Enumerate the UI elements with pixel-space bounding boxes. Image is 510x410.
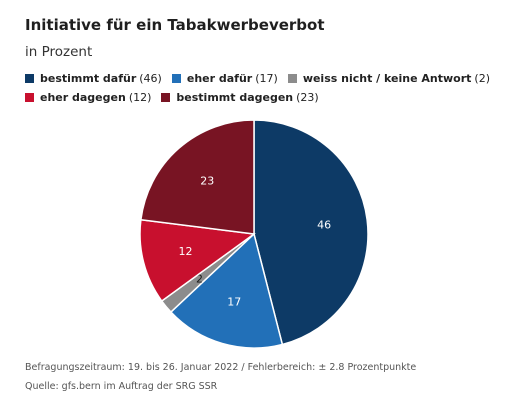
- legend-item-bestimmt-dagegen: bestimmt dagegen (23): [161, 90, 319, 104]
- legend-swatch-bestimmt-dagegen: [161, 92, 171, 102]
- legend-value: (12): [128, 90, 152, 104]
- pie-label-eher-dafuer: 17: [227, 295, 241, 308]
- legend-swatch-bestimmt-dafuer: [25, 73, 34, 83]
- legend-value: (23): [296, 90, 319, 104]
- legend-label: bestimmt dafür: [40, 71, 137, 85]
- legend-item-eher-dagegen: eher dagegen (12): [25, 91, 151, 104]
- pie-slice-bestimmt-dafuer: [253, 119, 369, 346]
- chart-subtitle: in Prozent: [25, 44, 93, 60]
- legend-item-eher-dafuer: eher dafür (17): [171, 71, 278, 85]
- pie-slice-eher-dafuer: [169, 232, 284, 349]
- footer-survey-period: Befragungszeitraum: 19. bis 26. Januar 2…: [25, 362, 417, 373]
- legend-swatch-eher-dagegen: [25, 92, 34, 102]
- legend-label: bestimmt dagegen: [176, 90, 294, 104]
- legend-swatch-weiss-nicht: [287, 73, 297, 83]
- pie-label-bestimmt-dafuer: 46: [317, 219, 331, 232]
- legend-value: (46): [139, 71, 162, 85]
- legend-label: eher dafür: [186, 71, 253, 85]
- pie-label-eher-dagegen: 12: [179, 245, 193, 258]
- legend-item-bestimmt-dafuer: bestimmt dafür (46): [25, 72, 162, 85]
- legend-row-2: eher dagegen (12) bestimmt dagegen (23): [25, 89, 505, 105]
- legend-value: (2): [474, 71, 490, 85]
- pie-slice-eher-dagegen: [139, 218, 256, 303]
- legend-swatch-eher-dafuer: [171, 73, 181, 83]
- pie-label-bestimmt-dagegen: 23: [200, 174, 214, 187]
- legend: bestimmt dafür (46) eher dafür (17) weis…: [25, 70, 505, 108]
- legend-label: eher dagegen: [40, 90, 126, 104]
- chart-title: Initiative für ein Tabakwerbeverbot: [25, 16, 325, 34]
- legend-value: (17): [255, 71, 278, 85]
- legend-item-weiss-nicht: weiss nicht / keine Antwort (2): [287, 71, 490, 85]
- footer-source: Quelle: gfs.bern im Auftrag der SRG SSR: [25, 381, 218, 392]
- legend-label: weiss nicht / keine Antwort: [302, 71, 472, 85]
- legend-row-1: bestimmt dafür (46) eher dafür (17) weis…: [25, 70, 505, 86]
- pie-label-weiss-nicht: 2: [196, 273, 203, 286]
- pie-slice-bestimmt-dagegen: [140, 119, 255, 235]
